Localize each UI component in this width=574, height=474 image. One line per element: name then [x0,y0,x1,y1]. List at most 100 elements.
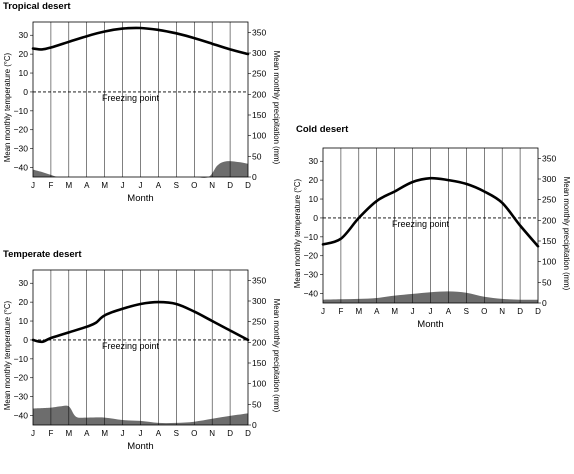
temperature-line [31,26,250,56]
x-tick-label: M [65,429,72,438]
y2-tick-label: 100 [252,131,266,141]
y-tick-label: −10 [304,232,319,242]
y2-tick-label: 200 [252,337,266,347]
x-tick-label: S [174,181,179,190]
x-tick-label: O [191,181,197,190]
x-tick-label: M [391,307,398,316]
y2-tick-label: 300 [542,174,556,184]
x-tick-label: D [535,307,541,316]
y2-tick-label: 0 [252,420,257,430]
x-tick-label: M [101,181,108,190]
y2-tick-label: 150 [252,358,266,368]
y2-axis-label: Mean monthly precipitation (mm) [272,299,281,413]
tropical-desert-chart: Freezing point3020100−10−20−30−403503002… [3,21,281,204]
x-tick-label: J [429,307,433,316]
y2-tick-label: 0 [252,172,257,182]
y-axis-label: Mean monthly temperature (°C) [293,178,302,288]
x-tick-label: F [48,429,53,438]
x-axis-label: Month [127,193,153,204]
x-tick-label: M [101,429,108,438]
x-tick-label: D [245,181,251,190]
x-axis-label: Month [127,441,153,452]
x-tick-label: D [227,429,233,438]
cold-desert-chart: Freezing point3020100−10−20−30−403503002… [293,147,571,330]
x-tick-label: N [499,307,505,316]
x-tick-label: D [245,429,251,438]
x-tick-label: N [209,181,215,190]
x-tick-label: F [48,181,53,190]
y-tick-label: 10 [19,316,29,326]
y-tick-label: −40 [14,163,29,173]
x-tick-label: A [446,307,452,316]
precipitation-area [33,161,248,178]
y-tick-label: 0 [23,335,28,345]
x-tick-label: J [121,181,125,190]
y-tick-label: −40 [304,289,319,299]
x-tick-label: J [139,429,143,438]
x-axis-label: Month [417,319,443,330]
y2-tick-label: 200 [252,89,266,99]
x-tick-label: J [139,181,143,190]
y-tick-label: 30 [309,156,319,166]
x-tick-label: A [84,181,90,190]
chart-title: Temperate desert [3,249,82,260]
x-tick-label: J [321,307,325,316]
y2-tick-label: 250 [252,69,266,79]
y2-axis-label: Mean monthly precipitation (mm) [272,51,281,165]
freezing-label: Freezing point [392,219,450,229]
y-axis-label: Mean monthly temperature (°C) [3,52,12,162]
y-tick-label: −10 [14,106,29,116]
y-tick-label: −30 [14,144,29,154]
y2-tick-label: 300 [252,296,266,306]
y-tick-label: 0 [313,213,318,223]
x-tick-label: M [355,307,362,316]
y-tick-label: 20 [309,175,319,185]
x-tick-label: M [65,181,72,190]
y-tick-label: 30 [19,278,29,288]
x-tick-label: A [84,429,90,438]
y2-tick-label: 250 [252,317,266,327]
y2-tick-label: 100 [542,257,556,267]
x-tick-label: J [121,429,125,438]
y-tick-label: −20 [14,373,29,383]
x-tick-label: A [156,429,162,438]
y-tick-label: −10 [14,354,29,364]
y2-tick-label: 100 [252,379,266,389]
freezing-label: Freezing point [102,93,160,103]
y2-tick-label: 150 [542,236,556,246]
chart-title: Cold desert [296,124,349,135]
x-tick-label: A [374,307,380,316]
y2-tick-label: 50 [252,151,262,161]
y-tick-label: 30 [19,30,29,40]
x-tick-label: J [31,181,35,190]
y2-tick-label: 150 [252,110,266,120]
y2-tick-label: 350 [252,27,266,37]
x-tick-label: J [31,429,35,438]
plot-frame [32,21,249,178]
y2-tick-label: 50 [252,399,262,409]
y2-tick-label: 350 [542,153,556,163]
y2-tick-label: 0 [542,298,547,308]
temperature-line [31,300,250,344]
y-tick-label: −30 [304,270,319,280]
plot-frame [32,269,249,426]
chart-title: Tropical desert [3,1,71,12]
x-tick-label: S [174,429,179,438]
x-tick-label: D [227,181,233,190]
x-tick-label: F [338,307,343,316]
y-tick-label: −20 [14,125,29,135]
y2-tick-label: 200 [542,215,556,225]
y-tick-label: 10 [309,194,319,204]
y-tick-label: 20 [19,297,29,307]
y-axis-label: Mean monthly temperature (°C) [3,300,12,410]
plot-frame [322,147,539,304]
y-tick-label: 20 [19,49,29,59]
x-tick-label: S [464,307,469,316]
y-tick-label: 0 [23,87,28,97]
y-tick-label: −40 [14,411,29,421]
x-tick-label: N [209,429,215,438]
freezing-label: Freezing point [102,341,160,351]
y-tick-label: −30 [14,392,29,402]
x-tick-label: A [156,181,162,190]
x-tick-label: J [411,307,415,316]
